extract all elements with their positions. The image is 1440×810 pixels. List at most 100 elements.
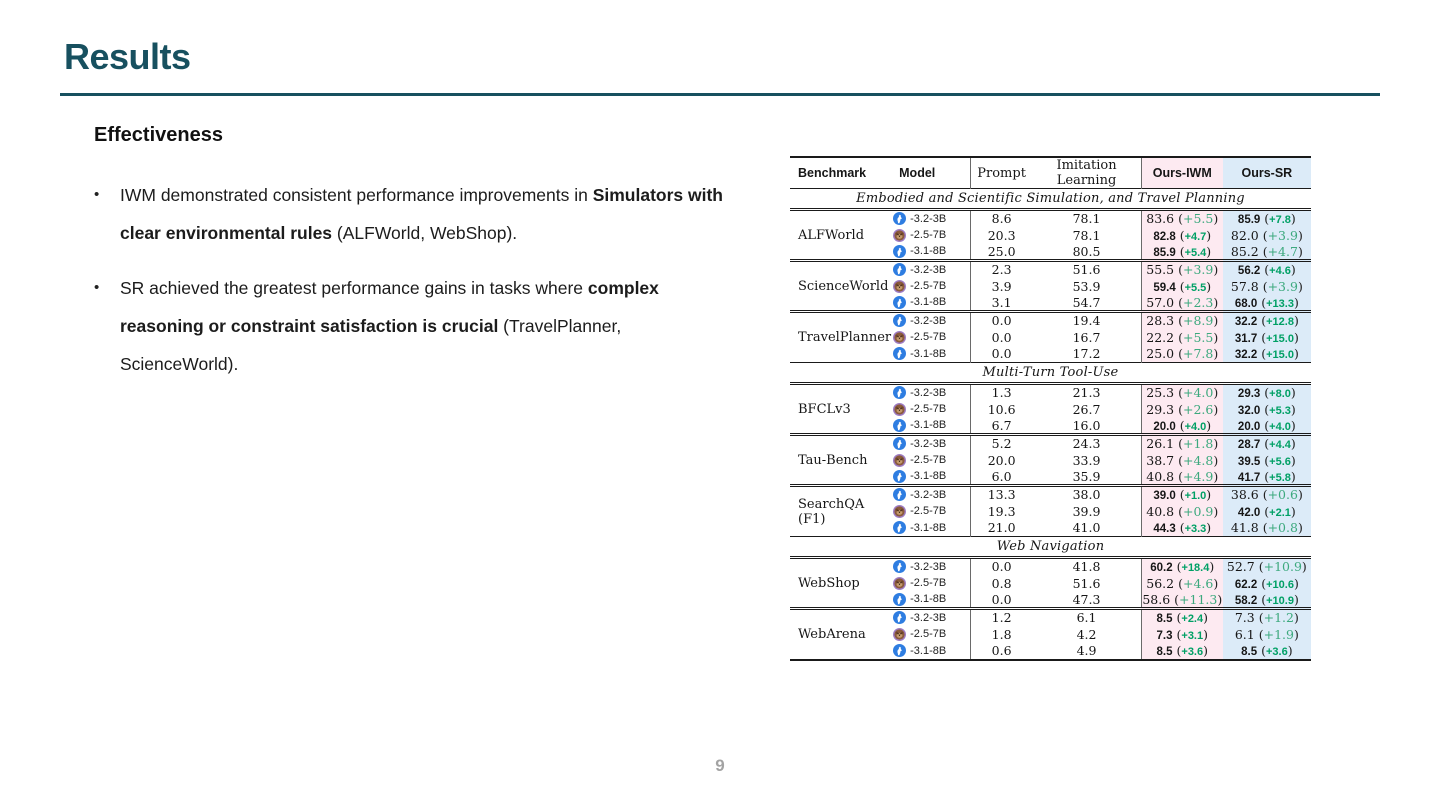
llama-icon bbox=[893, 469, 907, 483]
table-section-row: Web Navigation bbox=[790, 536, 1311, 559]
score-value: 39.0 bbox=[1153, 490, 1176, 503]
score-value: 82.8 bbox=[1153, 230, 1176, 243]
llama-icon bbox=[893, 295, 907, 309]
table-row: -2.5-7B 20.3 78.1 82.8 (+4.7) 82.0 (+3.9) bbox=[790, 226, 1311, 244]
prompt-score: 6.7 bbox=[969, 417, 1033, 435]
imitation-learning-score: 38.0 bbox=[1032, 484, 1142, 503]
prompt-score: 8.6 bbox=[969, 208, 1033, 227]
table-row: -2.5-7B 0.8 51.6 56.2 (+4.6) 62.2 (+10.6) bbox=[790, 574, 1311, 592]
table-row: WebArena -3.2-3B 1.2 6.1 8.5 (+2.4) 7.3 (+1.2… bbox=[790, 607, 1311, 660]
prompt-score: 13.3 bbox=[969, 484, 1033, 503]
model-label: -3.1-8B bbox=[910, 419, 947, 432]
ours-iwm-score-cell: 85.9 (+5.4) bbox=[1140, 243, 1223, 261]
score-delta: (+3.9) bbox=[1258, 278, 1303, 294]
score-delta: (+5.5) bbox=[1174, 329, 1219, 345]
llama-icon bbox=[893, 244, 907, 258]
score-delta: (+5.4) bbox=[1175, 243, 1212, 259]
ours-sr-score-cell: 68.0 (+13.3) bbox=[1222, 294, 1311, 312]
score-delta: (+4.0) bbox=[1175, 417, 1212, 433]
qwen-icon bbox=[893, 228, 907, 242]
model-cell: -3.2-3B bbox=[891, 607, 971, 626]
bullet-list: • IWM demonstrated consistent performance… bbox=[94, 176, 730, 400]
model-label: -3.2-3B bbox=[910, 386, 947, 399]
score-value: 40.8 bbox=[1146, 468, 1175, 484]
qwen-icon bbox=[893, 453, 907, 467]
table-row: -3.1-8B 21.0 41.0 44.3 (+3.3) 41.8 (+0.8) bbox=[790, 519, 1311, 537]
imitation-learning-score: 80.5 bbox=[1072, 243, 1101, 259]
ours-sr-score-cell: 82.0 (+3.9) bbox=[1222, 226, 1311, 244]
ours-sr-score-cell: 62.2 (+10.6) bbox=[1222, 574, 1311, 592]
score-value: 25.3 bbox=[1146, 385, 1175, 401]
score-value: 8.5 bbox=[1156, 613, 1173, 626]
ours-iwm-score-cell: 8.5 (+3.6) bbox=[1140, 642, 1223, 660]
imitation-learning-score: 47.3 bbox=[1072, 591, 1101, 607]
score-value: 32.2 bbox=[1234, 349, 1258, 362]
ours-iwm-score-cell: 25.0 (+7.8) bbox=[1140, 345, 1223, 363]
imitation-learning-score: 51.6 bbox=[1032, 259, 1142, 278]
model-label: -2.5-7B bbox=[910, 628, 947, 640]
score-delta: (+7.8) bbox=[1260, 211, 1296, 227]
score-delta: (+7.8) bbox=[1174, 346, 1219, 362]
score-value: 56.2 bbox=[1237, 265, 1261, 278]
model-label: -3.1-8B bbox=[910, 296, 947, 309]
score-delta: (+1.8) bbox=[1174, 436, 1219, 452]
score-delta: (+12.8) bbox=[1257, 313, 1299, 329]
score-value: 25.0 bbox=[1146, 346, 1175, 362]
ours-sr-score-cell: 20.0 (+4.0) bbox=[1222, 417, 1311, 435]
score-value: 6.1 bbox=[1234, 626, 1255, 642]
benchmark-name: ScienceWorld bbox=[790, 259, 892, 312]
prompt-score: 5.2 bbox=[969, 433, 1033, 452]
model-cell: -3.1-8B bbox=[891, 592, 970, 609]
score-delta: (+0.8) bbox=[1258, 520, 1303, 536]
llama-icon bbox=[893, 212, 907, 226]
prompt-score: 25.0 bbox=[969, 243, 1033, 261]
imitation-learning-score: 26.7 bbox=[1072, 401, 1101, 417]
table-row: ALFWorld -3.2-3B 8.6 78.1 83.6 (+5.5) 85.9 (+… bbox=[790, 208, 1311, 261]
score-delta: (+4.6) bbox=[1174, 575, 1219, 591]
score-value: 41.7 bbox=[1237, 471, 1261, 484]
ours-sr-score-cell: 28.7 (+4.4) bbox=[1222, 433, 1311, 452]
benchmark-name: Tau-Bench bbox=[790, 433, 892, 486]
model-label: -2.5-7B bbox=[910, 280, 947, 292]
score-value: 22.2 bbox=[1146, 329, 1175, 345]
qwen-icon bbox=[893, 576, 907, 590]
model-cell: -3.2-3B bbox=[891, 310, 971, 329]
table-row: -2.5-7B 1.8 4.2 7.3 (+3.1) 6.1 (+1.9) bbox=[790, 625, 1311, 643]
score-delta: (+0.6) bbox=[1258, 487, 1303, 503]
imitation-learning-score: 41.0 bbox=[1072, 520, 1101, 536]
table-row: -3.1-8B 6.0 35.9 40.8 (+4.9) 41.7 (+5.8) bbox=[790, 468, 1311, 486]
col-header-benchmark: Benchmark bbox=[798, 166, 867, 180]
ours-iwm-score-cell: 59.4 (+5.5) bbox=[1140, 277, 1223, 295]
score-value: 60.2 bbox=[1150, 562, 1173, 575]
model-cell: -2.5-7B bbox=[891, 227, 970, 244]
ours-sr-score-cell: 58.2 (+10.9) bbox=[1222, 591, 1311, 609]
score-delta: (+3.6) bbox=[1257, 643, 1293, 658]
table-section-title: Multi-Turn Tool-Use bbox=[790, 362, 1311, 385]
model-cell: -3.2-3B bbox=[891, 484, 971, 503]
model-label: -3.2-3B bbox=[910, 263, 947, 276]
ours-iwm-score-cell: 57.0 (+2.3) bbox=[1140, 294, 1223, 312]
ours-sr-score-cell: 85.2 (+4.7) bbox=[1222, 243, 1311, 261]
prompt-score: 21.0 bbox=[969, 519, 1033, 537]
prompt-score: 0.0 bbox=[969, 310, 1033, 329]
model-cell: -3.1-8B bbox=[891, 295, 970, 312]
model-label: -2.5-7B bbox=[910, 331, 947, 343]
score-delta: (+1.0) bbox=[1175, 487, 1212, 503]
ours-iwm-score-cell: 40.8 (+0.9) bbox=[1140, 502, 1223, 520]
score-value: 42.0 bbox=[1237, 506, 1261, 519]
bullet-marker: • bbox=[94, 186, 100, 203]
score-value: 28.7 bbox=[1237, 439, 1261, 452]
score-delta: (+1.9) bbox=[1254, 626, 1299, 642]
prompt-score: 3.9 bbox=[969, 277, 1033, 295]
bullet-item: • IWM demonstrated consistent performance… bbox=[94, 176, 730, 252]
table-row: TravelPlanner -3.2-3B 0.0 19.4 28.3 (+8.9) 32… bbox=[790, 310, 1311, 363]
qwen-icon bbox=[893, 279, 907, 293]
score-delta: (+3.1) bbox=[1172, 626, 1209, 642]
score-delta: (+5.3) bbox=[1260, 401, 1296, 417]
imitation-learning-score: 21.3 bbox=[1032, 382, 1142, 401]
score-delta: (+3.6) bbox=[1172, 643, 1209, 658]
table-row: ScienceWorld -3.2-3B 2.3 51.6 55.5 (+3.9) 56.… bbox=[790, 259, 1311, 312]
score-delta: (+2.1) bbox=[1260, 503, 1296, 519]
prompt-score: 1.3 bbox=[969, 382, 1033, 401]
table-row: -3.1-8B 0.6 4.9 8.5 (+3.6) 8.5 (+3.6) bbox=[790, 642, 1311, 660]
